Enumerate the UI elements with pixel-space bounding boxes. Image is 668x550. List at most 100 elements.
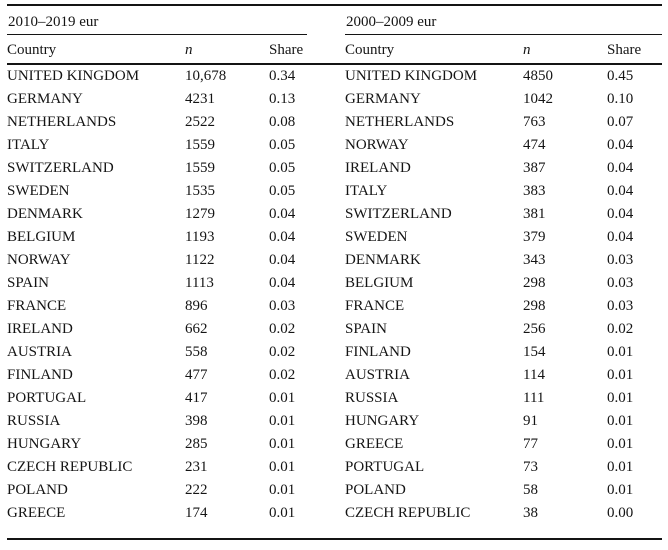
n-cell: 2522 xyxy=(185,114,215,130)
panel-gap xyxy=(307,35,345,63)
table-row: UNITED KINGDOM 10,678 0.34 xyxy=(7,65,307,88)
column-header-share: Share xyxy=(607,43,642,58)
country-cell: ITALY xyxy=(345,183,388,199)
share-cell: 0.02 xyxy=(269,367,296,383)
n-cell: 256 xyxy=(523,321,546,337)
country-cell: POLAND xyxy=(345,482,406,498)
n-cell: 1193 xyxy=(185,229,215,245)
n-cell: 383 xyxy=(523,183,546,199)
n-cell: 1559 xyxy=(185,137,215,153)
n-cell: 222 xyxy=(185,482,208,498)
share-cell: 0.01 xyxy=(607,390,634,406)
table-row: SWITZERLAND 1559 0.05 xyxy=(7,157,307,180)
country-cell: SPAIN xyxy=(7,275,49,291)
share-cell: 0.01 xyxy=(607,367,634,383)
country-cell: IRELAND xyxy=(345,160,411,176)
column-header-n: n xyxy=(185,43,193,58)
country-cell: AUSTRIA xyxy=(345,367,411,383)
share-cell: 0.04 xyxy=(269,252,296,268)
share-cell: 0.13 xyxy=(269,91,296,107)
country-cell: UNITED KINGDOM xyxy=(7,68,140,84)
n-cell: 73 xyxy=(523,459,538,475)
share-cell: 0.04 xyxy=(269,206,296,222)
country-cell: SWITZERLAND xyxy=(7,160,114,176)
country-cell: SPAIN xyxy=(345,321,387,337)
share-cell: 0.01 xyxy=(607,436,634,452)
share-cell: 0.01 xyxy=(269,413,296,429)
share-cell: 0.04 xyxy=(269,229,296,245)
n-cell: 298 xyxy=(523,275,546,291)
share-cell: 0.08 xyxy=(269,114,296,130)
share-cell: 0.00 xyxy=(607,505,634,521)
period-title-2010-2019: 2010–2019 eur xyxy=(8,14,99,30)
bottom-rule xyxy=(7,538,662,540)
country-cell: HUNGARY xyxy=(345,413,420,429)
share-cell: 0.45 xyxy=(607,68,634,84)
header-rule xyxy=(7,63,662,65)
table-row: NETHERLANDS 763 0.07 xyxy=(345,111,662,134)
share-cell: 0.01 xyxy=(269,436,296,452)
n-cell: 474 xyxy=(523,137,546,153)
country-cell: BELGIUM xyxy=(345,275,414,291)
table-row: POLAND 58 0.01 xyxy=(345,479,662,502)
n-cell: 1122 xyxy=(185,252,215,268)
table-row: ITALY 1559 0.05 xyxy=(7,134,307,157)
country-cell: NORWAY xyxy=(7,252,71,268)
table-row: PORTUGAL 73 0.01 xyxy=(345,456,662,479)
panel-gap xyxy=(307,6,345,35)
country-cell: POLAND xyxy=(7,482,68,498)
n-cell: 285 xyxy=(185,436,208,452)
share-cell: 0.02 xyxy=(269,321,296,337)
period-panel-2010s: 2010–2019 eur xyxy=(7,6,307,35)
n-cell: 114 xyxy=(523,367,545,383)
share-cell: 0.04 xyxy=(607,160,634,176)
n-cell: 38 xyxy=(523,505,538,521)
table-row: AUSTRIA 114 0.01 xyxy=(345,364,662,387)
country-cell: DENMARK xyxy=(7,206,83,222)
n-cell: 231 xyxy=(185,459,208,475)
table-row: POLAND 222 0.01 xyxy=(7,479,307,502)
n-cell: 381 xyxy=(523,206,546,222)
country-cell: SWEDEN xyxy=(7,183,70,199)
n-cell: 1559 xyxy=(185,160,215,176)
table-row: GERMANY 1042 0.10 xyxy=(345,88,662,111)
table-row: AUSTRIA 558 0.02 xyxy=(7,341,307,364)
share-cell: 0.03 xyxy=(607,275,634,291)
n-cell: 343 xyxy=(523,252,546,268)
column-header-n: n xyxy=(523,43,531,58)
share-cell: 0.04 xyxy=(607,229,634,245)
share-cell: 0.03 xyxy=(607,252,634,268)
n-cell: 477 xyxy=(185,367,208,383)
country-cell: FRANCE xyxy=(7,298,67,314)
n-cell: 417 xyxy=(185,390,208,406)
n-cell: 4850 xyxy=(523,68,553,84)
column-header-band: Country n Share Country n Share xyxy=(7,35,662,63)
share-cell: 0.10 xyxy=(607,91,634,107)
country-cell: UNITED KINGDOM xyxy=(345,68,478,84)
share-cell: 0.01 xyxy=(269,390,296,406)
share-cell: 0.01 xyxy=(607,344,634,360)
column-header-country: Country xyxy=(7,43,57,58)
country-cell: GERMANY xyxy=(345,91,421,107)
country-cell: NETHERLANDS xyxy=(345,114,455,130)
table-row: GREECE 174 0.01 xyxy=(7,502,307,525)
country-cell: ITALY xyxy=(7,137,50,153)
column-headers-left: Country n Share xyxy=(7,35,307,63)
share-cell: 0.04 xyxy=(607,183,634,199)
share-cell: 0.07 xyxy=(607,114,634,130)
table-row: GERMANY 4231 0.13 xyxy=(7,88,307,111)
table-row: FINLAND 154 0.01 xyxy=(345,341,662,364)
n-cell: 896 xyxy=(185,298,208,314)
table-row: UNITED KINGDOM 4850 0.45 xyxy=(345,65,662,88)
table-row: FINLAND 477 0.02 xyxy=(7,364,307,387)
period-panel-2000s: 2000–2009 eur xyxy=(345,6,662,35)
country-cell: RUSSIA xyxy=(345,390,399,406)
share-cell: 0.34 xyxy=(269,68,296,84)
share-cell: 0.01 xyxy=(269,459,296,475)
n-cell: 662 xyxy=(185,321,208,337)
country-share-table: 2010–2019 eur 2000–2009 eur Country n Sh… xyxy=(7,4,662,540)
country-cell: SWEDEN xyxy=(345,229,408,245)
table-row: SWITZERLAND 381 0.04 xyxy=(345,203,662,226)
table-row: RUSSIA 398 0.01 xyxy=(7,410,307,433)
n-cell: 111 xyxy=(523,390,545,406)
